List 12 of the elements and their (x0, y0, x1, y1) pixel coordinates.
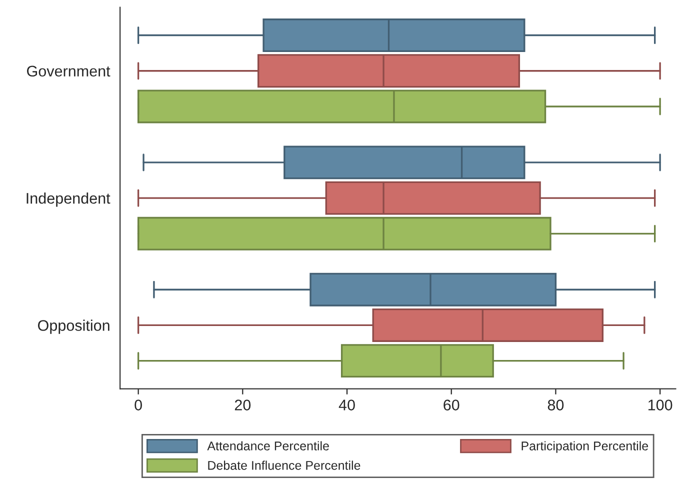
legend-label: Participation Percentile (522, 441, 648, 453)
y-tick-label: Opposition (38, 320, 110, 334)
legend-label: Attendance Percentile (207, 441, 329, 450)
y-tick-label: Government (27, 66, 110, 77)
x-tick-label: 60 (444, 400, 460, 410)
x-tick-label: 40 (338, 400, 355, 410)
y-tick-label: Independent (26, 192, 110, 207)
x-tick-label: 0 (134, 400, 142, 410)
x-tick-label: 100 (648, 400, 672, 410)
legend-label: Debate Influence Percentile (208, 460, 360, 470)
x-tick-label: 20 (234, 400, 251, 410)
x-tick-label: 80 (548, 400, 564, 410)
